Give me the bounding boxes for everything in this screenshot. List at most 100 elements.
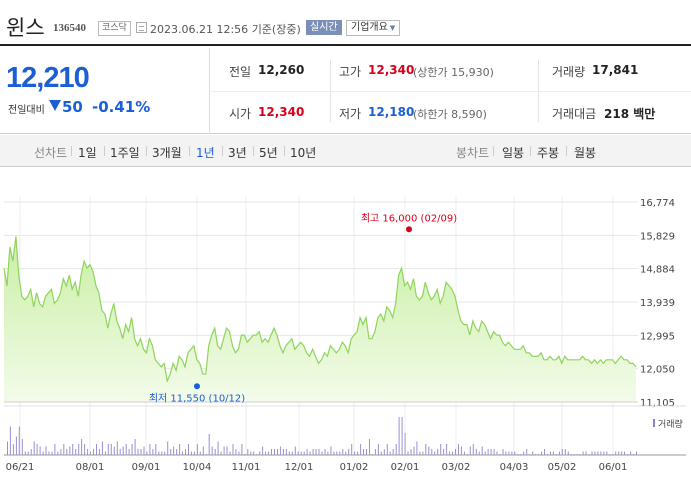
volume-bar [274, 449, 275, 455]
volume-bar [505, 451, 507, 455]
current-price-panel: 12,210 전일대비 50 -0.41% [0, 48, 210, 134]
volume-bar [57, 451, 59, 455]
volume-bar [93, 449, 94, 455]
volume-bar [401, 417, 403, 455]
volume-bar [285, 449, 287, 455]
volume-bar [36, 444, 38, 455]
volume-bar [185, 449, 186, 455]
volume-bar [392, 449, 394, 455]
volume-bar [591, 451, 593, 455]
candle-daily[interactable]: 일봉 [502, 146, 525, 160]
x-tick-label: 06/01 [599, 462, 628, 473]
period-1d[interactable]: 1일 [78, 146, 97, 160]
candle-weekly[interactable]: 주봉 [537, 146, 560, 160]
prev-close-label: 전일 [229, 65, 252, 79]
volume-bar [336, 451, 338, 455]
volume-bar [128, 449, 130, 455]
y-tick-label: 12,050 [640, 365, 675, 376]
period-10y[interactable]: 10년 [290, 146, 317, 160]
volume-bar [152, 449, 154, 455]
volume-bar [21, 439, 23, 455]
volume-bar [125, 444, 127, 455]
volume-bar [288, 451, 290, 455]
volume-legend-swatch [653, 419, 655, 427]
period-1w[interactable]: 1주일 [110, 146, 140, 160]
open-label: 시가 [229, 107, 252, 121]
volume-bar [434, 451, 436, 455]
volume-bar [398, 417, 400, 455]
timestamp: 2023.06.21 12:56 기준(장중) [150, 23, 301, 36]
company-overview-dropdown[interactable]: 기업개요 ▼ [346, 20, 401, 36]
upper-limit: (상한가 15,930) [413, 66, 494, 79]
volume-bar [18, 426, 20, 455]
volume-bar [90, 451, 91, 455]
volume-bar [78, 444, 80, 455]
volume-bar [291, 451, 293, 455]
volume-bar [514, 451, 516, 455]
x-tick-label: 05/02 [548, 462, 577, 473]
volume-bar [202, 446, 204, 455]
period-1y[interactable]: 1년 [196, 146, 215, 160]
volume-bar [407, 451, 409, 455]
x-tick-label: 09/01 [132, 462, 161, 473]
volume-bar [51, 451, 53, 455]
period-3m[interactable]: 3개월 [152, 146, 182, 160]
volume-bar [30, 449, 32, 455]
volume-bar [345, 451, 347, 455]
volume-bar [366, 449, 367, 455]
volume-bar [9, 426, 11, 455]
volume-bar [493, 449, 495, 455]
volume-bar [600, 451, 602, 455]
volume-bar [511, 451, 513, 455]
volume-bar [585, 451, 587, 455]
volume-bar [104, 451, 106, 455]
volume-bar [404, 433, 406, 455]
volume-bar [452, 451, 453, 455]
line-chart-label: 선차트 [34, 146, 68, 160]
volume-bar [158, 451, 160, 455]
period-5y[interactable]: 5년 [259, 146, 278, 160]
volume-bar [39, 446, 41, 455]
volume-bar [490, 449, 492, 455]
volume-bar [149, 444, 151, 455]
volume-bar [603, 451, 605, 455]
volume-bar [134, 439, 136, 455]
volume-bar [176, 449, 178, 455]
volume-bar [348, 449, 350, 455]
divider [189, 146, 190, 156]
volume-bar [72, 444, 74, 455]
volume-bar [96, 444, 97, 455]
volume-legend: 거래량 [658, 418, 683, 430]
volume-bar [137, 449, 139, 455]
volume-bar [458, 444, 459, 455]
volume-bar [541, 451, 543, 455]
price-chart: 16,774 15,829 14,884 13,939 12,995 12,050 11,1… [0, 168, 691, 485]
volume-bar [425, 444, 427, 455]
volume-bar [265, 451, 267, 455]
price-chart-svg: 16,774 15,829 14,884 13,939 12,995 12,050 11,1… [3, 196, 686, 473]
volume-bar [297, 451, 299, 455]
x-tick-label: 06/21 [6, 462, 35, 473]
volume-bar [63, 444, 65, 455]
price-line [3, 236, 637, 384]
volume-bar [582, 451, 584, 455]
x-tick-label: 03/02 [442, 462, 471, 473]
volume-bar [155, 444, 157, 455]
volume-bar [48, 451, 50, 455]
volume-bar [223, 446, 225, 455]
volume-bar [226, 446, 228, 455]
candle-monthly[interactable]: 월봉 [574, 146, 597, 160]
volume-bar [469, 446, 471, 455]
volume-bar [140, 449, 142, 455]
volume-bar [110, 444, 112, 455]
volume-bar [259, 451, 261, 455]
volume-bar [321, 451, 323, 455]
volume-bar [360, 444, 362, 455]
max-marker [406, 226, 412, 233]
period-3y[interactable]: 3년 [228, 146, 247, 160]
volume-bar [395, 444, 397, 455]
down-triangle-icon [49, 100, 61, 111]
volume-bar [526, 449, 528, 455]
price-area [4, 236, 636, 402]
realtime-button[interactable]: 실시간 [306, 20, 342, 35]
